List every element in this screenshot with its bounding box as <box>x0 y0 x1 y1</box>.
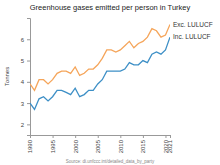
y-tick: 5 <box>21 58 30 64</box>
source: Source: di.unfccc.int/detailed_data_by_p… <box>66 159 155 164</box>
x-axis-line <box>31 136 171 139</box>
x-tick-label: 2015 <box>140 139 146 153</box>
x-tick-label: 2005 <box>95 139 101 153</box>
x-tick: 2010 <box>118 135 124 153</box>
x-tick-mark <box>170 135 171 138</box>
x-tick-label: 1995 <box>50 139 56 153</box>
y-tick-mark <box>27 39 30 40</box>
legend-label: Exc. LULUCF <box>173 21 213 28</box>
x-tick-mark <box>75 135 76 138</box>
y-tick-mark <box>27 103 30 104</box>
x-tick-mark <box>98 135 99 138</box>
legend-label: Inc. LULUCF <box>173 33 211 40</box>
x-tick: 2015 <box>140 135 146 153</box>
y-tick-label: 5 <box>21 58 25 64</box>
y-tick-label: 2 <box>21 122 25 128</box>
x-tick: 2005 <box>95 135 101 153</box>
y-tick-label: 4 <box>21 79 25 85</box>
x-tick-mark <box>30 135 31 138</box>
y-tick-mark <box>27 124 30 125</box>
x-tick-label: 2021 <box>167 139 173 153</box>
x-tick-mark <box>165 135 166 138</box>
y-axis: 2 3 4 5 6 <box>21 19 31 136</box>
x-tick-label: 2000 <box>73 139 79 153</box>
y-tick-mark <box>27 82 30 83</box>
x-tick: 2021 <box>167 135 173 153</box>
x-tick-mark <box>53 135 54 138</box>
y-tick: 2 <box>21 122 30 128</box>
y-tick-label: 6 <box>21 37 25 43</box>
chart: Greenhouse gases emitted per person in T… <box>0 0 220 165</box>
x-tick-mark <box>120 135 121 138</box>
y-tick: 4 <box>21 79 30 85</box>
plot-area <box>30 24 170 109</box>
x-tick-label: 1990 <box>27 139 33 153</box>
y-tick: 6 <box>21 37 30 43</box>
x-tick: 1990 <box>27 135 33 153</box>
title: Greenhouse gases emitted per person in T… <box>30 3 191 12</box>
series-line <box>30 37 170 109</box>
x-tick: 1995 <box>50 135 56 153</box>
x-tick: 2000 <box>73 135 79 153</box>
x-tick-label: 2010 <box>118 139 124 153</box>
y-axis-line <box>27 19 31 136</box>
x-tick-mark <box>143 135 144 138</box>
y-tick: 3 <box>21 101 30 107</box>
x-axis: 19901995200020052010201520202021 <box>27 135 173 153</box>
y-tick-mark <box>27 61 30 62</box>
y-axis-title: Tonnes <box>4 67 10 86</box>
y-tick-label: 3 <box>21 101 25 107</box>
series-line <box>30 24 170 90</box>
